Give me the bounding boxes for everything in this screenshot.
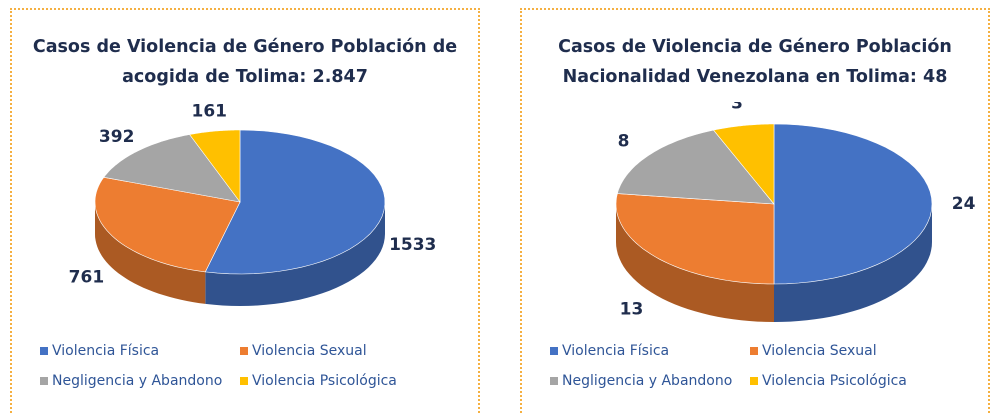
pie-slice-side <box>616 204 774 322</box>
pie-slice-side <box>774 204 932 322</box>
data-label: 3 <box>731 102 743 114</box>
legend-swatch <box>40 347 48 355</box>
legend-item: Violencia Psicológica <box>240 373 480 389</box>
legend-label: Negligencia y Abandono <box>562 373 733 389</box>
chart-panel: Casos de Violencia de Género Población d… <box>10 8 480 413</box>
pie-chart: 1533 761 392 161 <box>69 102 436 306</box>
pie-slice <box>712 123 775 205</box>
chart-title: Casos de Violencia de Género Población N… <box>558 37 952 87</box>
legend-label: Violencia Psicológica <box>252 373 397 389</box>
data-label: 161 <box>191 102 227 121</box>
data-label: 761 <box>69 267 105 287</box>
legend-item: Violencia Sexual <box>750 343 990 359</box>
legend-label: Violencia Física <box>52 343 160 359</box>
data-label: 24 <box>952 194 976 214</box>
legend-swatch <box>750 377 758 385</box>
legend-swatch <box>40 377 48 385</box>
pie-slice-side <box>205 202 385 306</box>
chart-title: Casos de Violencia de Género Población d… <box>32 37 458 87</box>
pie-slice <box>617 129 775 205</box>
legend-item: Violencia Física <box>550 343 750 359</box>
legend: Violencia Física Violencia Sexual Negligen… <box>550 343 990 389</box>
legend-label: Violencia Psicológica <box>762 373 907 389</box>
pie-chart: 24 13 8 3 <box>615 102 976 322</box>
legend-item: Negligencia y Abandono <box>550 373 750 389</box>
legend-label: Negligencia y Abandono <box>52 373 223 389</box>
chart-panel: Casos de Violencia de Género Población N… <box>520 8 990 413</box>
legend-swatch <box>240 347 248 355</box>
legend-swatch <box>550 377 558 385</box>
legend-item: Violencia Física <box>40 343 240 359</box>
legend-swatch <box>750 347 758 355</box>
pie-slice <box>189 129 241 203</box>
pie-slice <box>103 134 241 203</box>
legend-label: Violencia Sexual <box>762 343 877 359</box>
legend-swatch <box>240 377 248 385</box>
pie-slice <box>94 176 241 273</box>
pie-slice <box>615 193 775 285</box>
pie-slice <box>204 129 386 275</box>
legend-swatch <box>550 347 558 355</box>
data-label: 1533 <box>389 235 436 255</box>
data-label: 13 <box>620 300 644 320</box>
legend-item: Negligencia y Abandono <box>40 373 240 389</box>
data-label: 8 <box>618 132 630 152</box>
legend-item: Violencia Psicológica <box>750 373 990 389</box>
pie-slice <box>773 123 933 285</box>
data-label: 392 <box>99 127 135 147</box>
legend-label: Violencia Sexual <box>252 343 367 359</box>
legend-item: Violencia Sexual <box>240 343 480 359</box>
pie-slice-side <box>95 202 206 304</box>
legend-label: Violencia Física <box>562 343 670 359</box>
legend: Violencia Física Violencia Sexual Negligen… <box>40 343 480 389</box>
